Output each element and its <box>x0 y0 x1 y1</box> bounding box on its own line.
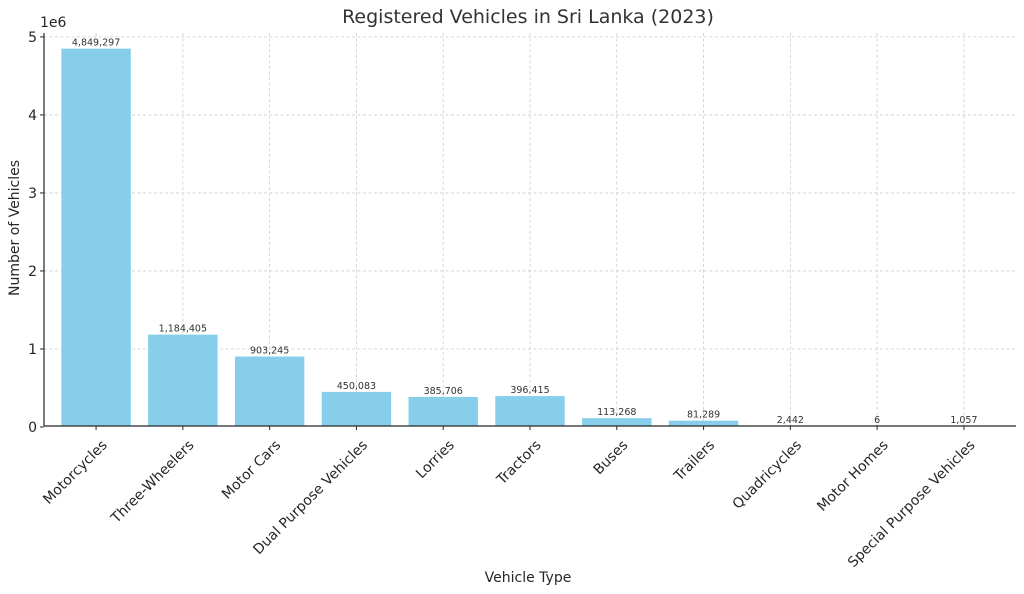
y-axis-label: Number of Vehicles <box>7 160 23 296</box>
x-tick-label: Motorcycles <box>40 437 110 507</box>
x-tick-label: Buses <box>591 437 632 478</box>
y-tick-label: 2 <box>28 264 37 280</box>
bar <box>668 420 739 426</box>
y-tick-label: 3 <box>28 186 37 202</box>
y-axis-offset-label: 1e6 <box>40 15 67 31</box>
x-tick-label: Motor Cars <box>219 437 284 502</box>
bar <box>61 48 131 426</box>
y-tick-label: 5 <box>28 30 37 46</box>
bar <box>408 396 478 426</box>
bar <box>582 418 652 426</box>
y-tick-label: 0 <box>28 420 37 436</box>
y-ticks: 0 1 2 3 4 5 <box>28 30 44 436</box>
bar-value-label: 396,415 <box>510 385 549 396</box>
data-labels: 4,849,297 1,184,405 903,245 450,083 385,706 3… <box>72 38 978 426</box>
x-tick-label: Motor Homes <box>814 437 891 514</box>
bar-value-label: 6 <box>874 415 880 426</box>
bar <box>234 356 305 426</box>
chart-title: Registered Vehicles in Sri Lanka (2023) <box>342 6 714 28</box>
bar <box>148 334 218 426</box>
bar-value-label: 113,268 <box>597 407 636 418</box>
x-tick-label: Three-Wheelers <box>108 437 198 527</box>
y-tick-label: 1 <box>28 342 37 358</box>
bar-value-label: 903,245 <box>250 346 289 357</box>
x-tick-label: Quadricycles <box>730 437 805 512</box>
bar <box>495 396 565 426</box>
bar-value-label: 4,849,297 <box>72 38 120 49</box>
bar-value-label: 1,057 <box>950 415 977 426</box>
bar-value-label: 385,706 <box>424 386 463 397</box>
y-tick-label: 4 <box>28 108 37 124</box>
grid-lines <box>44 33 1016 427</box>
x-axis-label: Vehicle Type <box>485 570 572 586</box>
bar-value-label: 81,289 <box>687 410 720 421</box>
bar <box>321 391 392 426</box>
bars <box>61 48 739 426</box>
bar-value-label: 450,083 <box>337 381 376 392</box>
x-tick-label: Trailers <box>671 437 719 485</box>
bar-value-label: 1,184,405 <box>159 324 207 335</box>
x-tick-label: Tractors <box>493 437 544 488</box>
x-tick-label: Lorries <box>413 437 458 482</box>
bar-value-label: 2,442 <box>777 415 804 426</box>
